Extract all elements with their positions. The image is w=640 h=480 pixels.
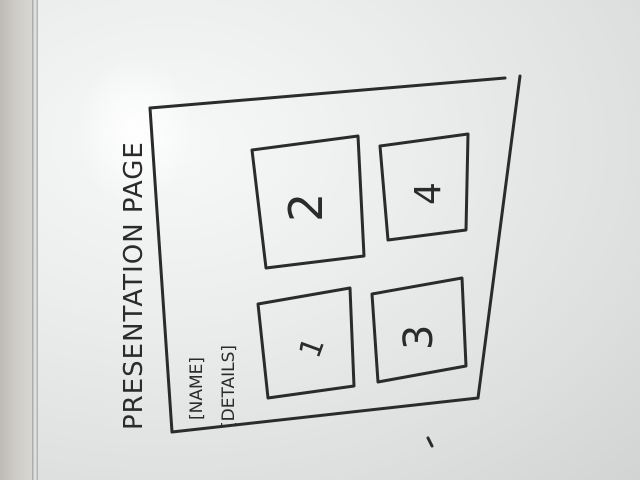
tile-4-label: 4	[408, 182, 449, 205]
page-title: PRESENTATION PAGE	[119, 141, 149, 430]
stray-mark	[426, 436, 434, 448]
page-frame	[148, 74, 522, 434]
tile-4-box	[378, 132, 470, 242]
wall	[0, 0, 36, 480]
details-placeholder: [DETAILS]	[219, 345, 239, 428]
light-glare	[80, 60, 190, 200]
whiteboard-frame	[32, 0, 38, 480]
tile-3-box	[370, 276, 468, 384]
tile-1-box	[256, 286, 356, 400]
tile-2-box	[250, 134, 366, 270]
name-placeholder: [NAME]	[187, 357, 207, 420]
tile-1-label: 1	[293, 333, 332, 363]
tile-2-label: 2	[279, 193, 333, 222]
tile-3-label: 3	[396, 325, 442, 350]
